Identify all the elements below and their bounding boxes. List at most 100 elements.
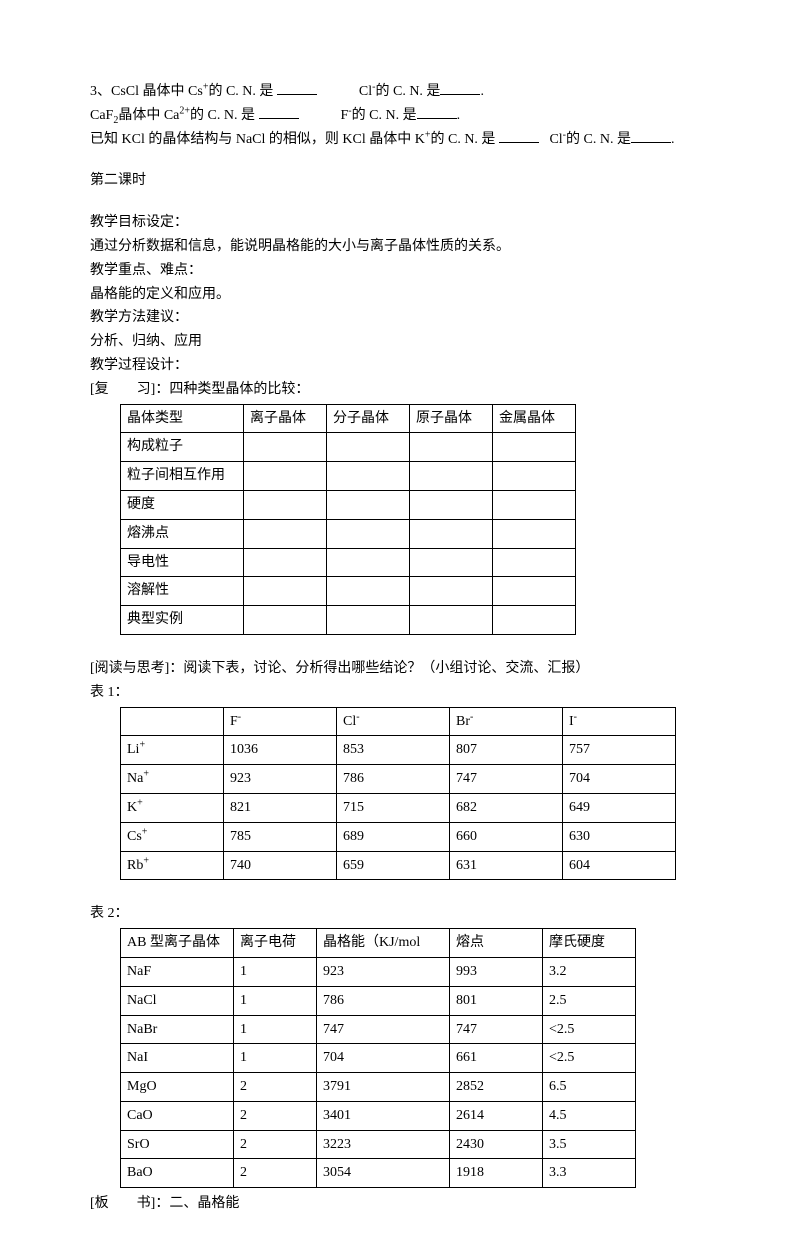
cell: 689 xyxy=(337,822,450,851)
cell: NaI xyxy=(121,1044,234,1073)
cell: 金属晶体 xyxy=(493,404,576,433)
cell: 1918 xyxy=(450,1159,543,1188)
cell: 离子电荷 xyxy=(234,929,317,958)
review-heading: [复 习]：四种类型晶体的比较： xyxy=(90,378,730,402)
table-row: NaI1704661<2.5 xyxy=(121,1044,636,1073)
blank xyxy=(631,128,671,143)
cell: 2 xyxy=(234,1159,317,1188)
cell: 747 xyxy=(450,765,563,794)
text: 的 C. N. 是 xyxy=(352,108,417,123)
cell: 786 xyxy=(337,765,450,794)
cell: 3.2 xyxy=(543,957,636,986)
cell: 晶格能（KJ/mol xyxy=(317,929,450,958)
cell: Cs+ xyxy=(121,822,224,851)
q3-line1: 3、CsCl 晶体中 Cs+的 C. N. 是 Cl-的 C. N. 是. xyxy=(90,80,730,104)
cell: 747 xyxy=(450,1015,543,1044)
process-heading: 教学过程设计： xyxy=(90,354,730,378)
table-row: 硬度 xyxy=(121,490,576,519)
table-row: BaO2305419183.3 xyxy=(121,1159,636,1188)
sup-2plus: 2+ xyxy=(179,105,190,116)
goal-heading: 教学目标设定： xyxy=(90,211,730,235)
text: 的 C. N. 是 xyxy=(375,84,440,99)
cell: 807 xyxy=(450,736,563,765)
cell: 630 xyxy=(563,822,676,851)
table-row: SrO2322324303.5 xyxy=(121,1130,636,1159)
table-row: CaO2340126144.5 xyxy=(121,1101,636,1130)
cell: 晶体类型 xyxy=(121,404,244,433)
cell: 构成粒子 xyxy=(121,433,244,462)
table-row: 熔沸点 xyxy=(121,519,576,548)
text: CaF xyxy=(90,108,113,123)
cell: 747 xyxy=(317,1015,450,1044)
blank xyxy=(440,80,480,95)
cell: 740 xyxy=(224,851,337,880)
lesson-title: 第二课时 xyxy=(90,169,730,193)
table1-label: 表 1： xyxy=(90,681,730,705)
cell: 661 xyxy=(450,1044,543,1073)
blank xyxy=(259,104,299,119)
cell: 660 xyxy=(450,822,563,851)
q3-line3: 已知 KCl 的晶体结构与 NaCl 的相似，则 KCl 晶体中 K+的 C. … xyxy=(90,128,730,152)
table-row: 导电性 xyxy=(121,548,576,577)
board-writing: [板 书]：二、晶格能 xyxy=(90,1192,730,1216)
cell: 2852 xyxy=(450,1073,543,1102)
blank xyxy=(277,80,317,95)
cell: 离子晶体 xyxy=(244,404,327,433)
cell: 786 xyxy=(317,986,450,1015)
table-row: NaBr1747747<2.5 xyxy=(121,1015,636,1044)
cell: 1 xyxy=(234,957,317,986)
table-row: 典型实例 xyxy=(121,606,576,635)
text: 的 C. N. 是 xyxy=(208,84,273,99)
text: . xyxy=(480,84,484,99)
table-row: Cs+785689660630 xyxy=(121,822,676,851)
table-row: 构成粒子 xyxy=(121,433,576,462)
table-row: 粒子间相互作用 xyxy=(121,462,576,491)
table-row: Na+923786747704 xyxy=(121,765,676,794)
cell: Li+ xyxy=(121,736,224,765)
cell: 4.5 xyxy=(543,1101,636,1130)
cell: 熔沸点 xyxy=(121,519,244,548)
cell: 3.5 xyxy=(543,1130,636,1159)
table-row: 溶解性 xyxy=(121,577,576,606)
cell: 785 xyxy=(224,822,337,851)
cell: 1 xyxy=(234,1015,317,1044)
table-row: AB 型离子晶体 离子电荷 晶格能（KJ/mol 熔点 摩氏硬度 xyxy=(121,929,636,958)
cell: 溶解性 xyxy=(121,577,244,606)
text: 的 C. N. 是 xyxy=(566,132,631,147)
cell: Na+ xyxy=(121,765,224,794)
cell: 3054 xyxy=(317,1159,450,1188)
cell: MgO xyxy=(121,1073,234,1102)
cell: AB 型离子晶体 xyxy=(121,929,234,958)
cell: 993 xyxy=(450,957,543,986)
cell: NaBr xyxy=(121,1015,234,1044)
cell: 757 xyxy=(563,736,676,765)
cell: NaCl xyxy=(121,986,234,1015)
cell: 3791 xyxy=(317,1073,450,1102)
cell: 硬度 xyxy=(121,490,244,519)
cell: 3223 xyxy=(317,1130,450,1159)
text: 的 C. N. 是 xyxy=(190,108,255,123)
q3-line2: CaF2晶体中 Ca2+的 C. N. 是 F-的 C. N. 是. xyxy=(90,104,730,128)
text: . xyxy=(457,108,461,123)
cell: 2430 xyxy=(450,1130,543,1159)
table-row: NaCl17868012.5 xyxy=(121,986,636,1015)
cell: 导电性 xyxy=(121,548,244,577)
focus-text: 晶格能的定义和应用。 xyxy=(90,283,730,307)
text: 晶体中 Ca xyxy=(118,108,179,123)
cell: 分子晶体 xyxy=(327,404,410,433)
cell: I- xyxy=(563,707,676,736)
ab-crystal-table: AB 型离子晶体 离子电荷 晶格能（KJ/mol 熔点 摩氏硬度 NaF1923… xyxy=(120,928,636,1188)
table-row: Rb+740659631604 xyxy=(121,851,676,880)
text: Cl xyxy=(549,132,562,147)
cell: 3401 xyxy=(317,1101,450,1130)
cell: <2.5 xyxy=(543,1044,636,1073)
cell: Rb+ xyxy=(121,851,224,880)
cell: 典型实例 xyxy=(121,606,244,635)
cell: 2614 xyxy=(450,1101,543,1130)
cell: 3.3 xyxy=(543,1159,636,1188)
table-row: K+821715682649 xyxy=(121,793,676,822)
blank xyxy=(499,128,539,143)
cell: 粒子间相互作用 xyxy=(121,462,244,491)
cell: 821 xyxy=(224,793,337,822)
cell: CaO xyxy=(121,1101,234,1130)
